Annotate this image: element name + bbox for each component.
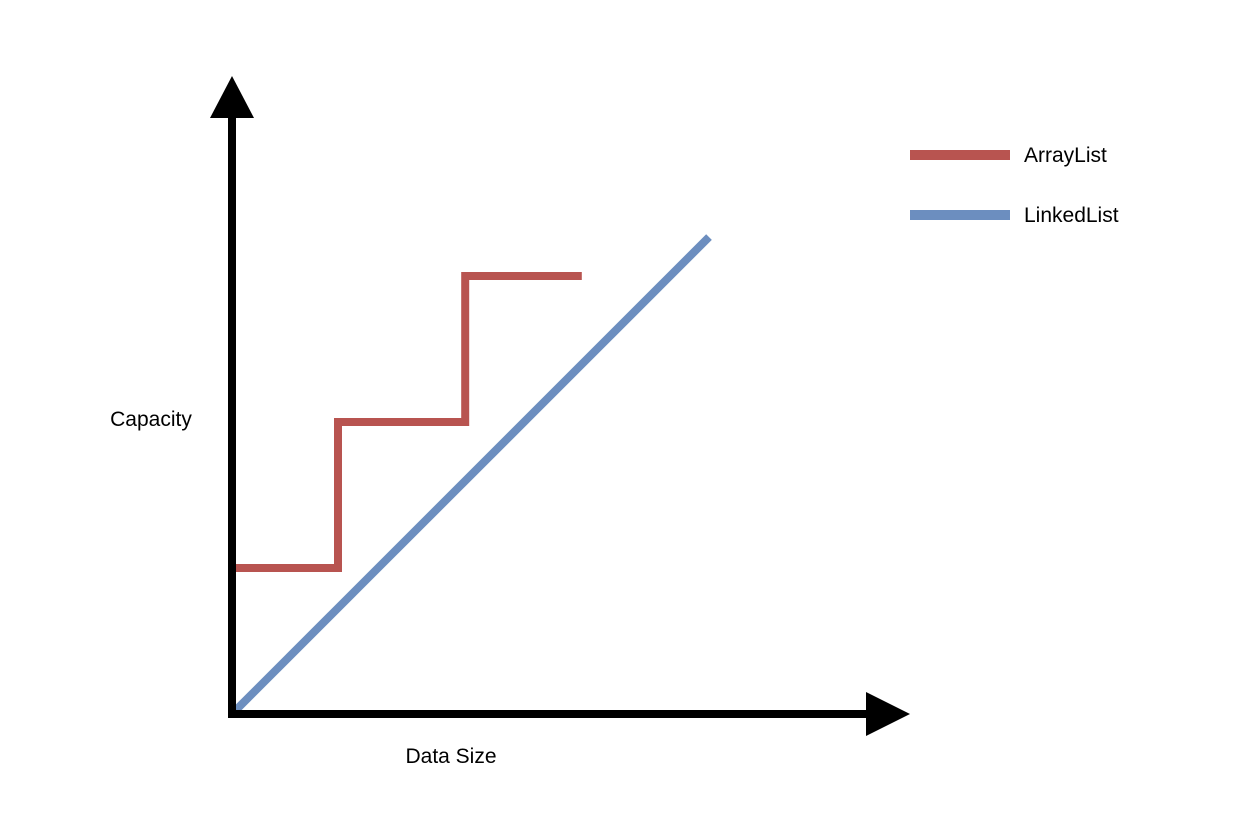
x-axis-arrow-icon [866,692,910,736]
legend: ArrayList LinkedList [910,144,1119,227]
series-line-arraylist [232,272,582,572]
y-axis-arrow-icon [210,76,254,118]
series-layer [229,234,712,717]
x-axis-label: Data Size [405,745,496,768]
legend-label-linkedlist: LinkedList [1024,204,1119,227]
series-line-linkedlist [229,234,712,717]
axes [210,76,910,736]
legend-label-arraylist: ArrayList [1024,144,1107,167]
y-axis-label: Capacity [110,408,192,431]
